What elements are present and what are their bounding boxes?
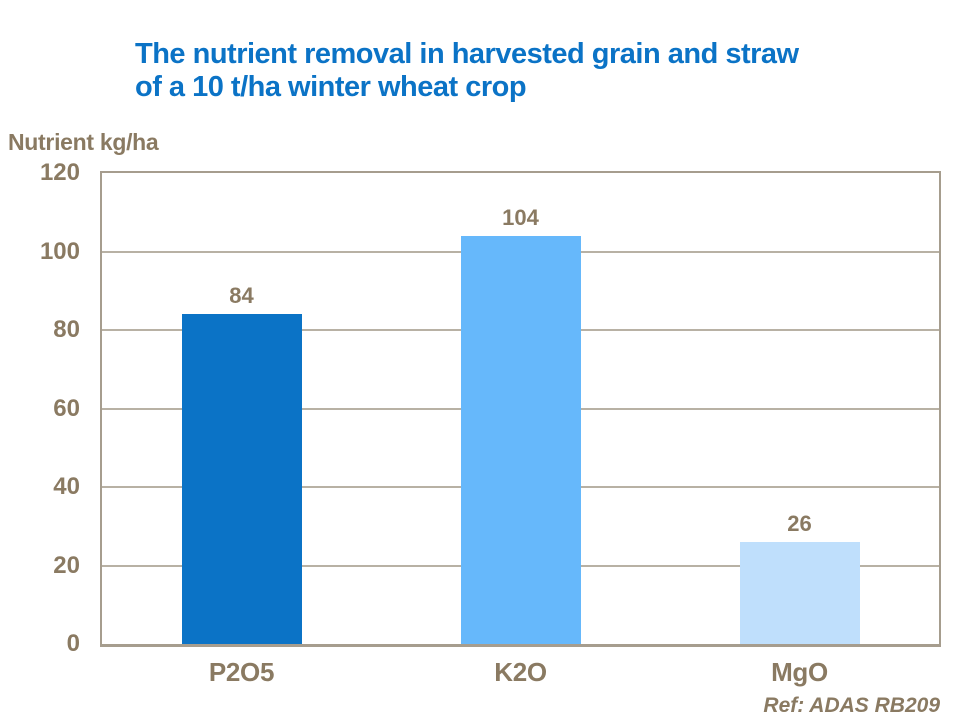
chart-title-line-1: The nutrient removal in harvested grain … [135,38,799,70]
y-tick-label-80: 80 [53,316,80,343]
bar-p2o5 [181,314,302,644]
bar-value-label-k2o: 104 [502,204,539,230]
y-tick-label-40: 40 [53,473,80,500]
reference-note: Ref: ADAS RB209 [763,694,940,717]
plot-area [100,171,941,647]
bar-k2o [460,235,581,644]
y-axis-title: Nutrient kg/ha [8,129,159,155]
x-category-label-mgo: MgO [771,657,828,687]
y-tick-label-60: 60 [53,394,80,422]
y-tick-label-0: 0 [66,630,80,657]
bar-value-label-p2o5: 84 [229,283,254,309]
y-tick-label-100: 100 [39,237,80,265]
y-tick-label-120: 120 [39,159,80,186]
chart-title-line-2: of a 10 t/ha winter wheat crop [135,71,527,103]
chart-title: The nutrient removal in harvested grain … [135,38,945,104]
bar-value-label-mgo: 26 [787,510,812,536]
x-category-label-k2o: K2O [494,657,547,687]
bar-mgo [739,541,860,644]
y-tick-label-20: 20 [53,551,80,579]
x-category-label-p2o5: P2O5 [208,657,275,687]
